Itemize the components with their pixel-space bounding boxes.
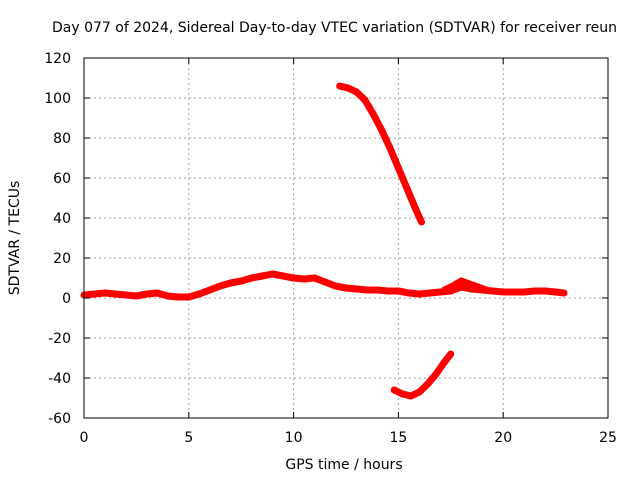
data-point <box>394 287 402 295</box>
series-line-upper-segment <box>338 82 425 224</box>
data-point <box>321 278 329 286</box>
data-point <box>279 272 287 280</box>
data-point <box>432 370 440 378</box>
data-point <box>101 289 109 297</box>
data-point <box>394 164 402 172</box>
data-point <box>185 293 193 301</box>
data-point <box>415 388 423 396</box>
data-point <box>361 96 369 104</box>
data-point <box>122 291 130 299</box>
chart-title: Day 077 of 2024, Sidereal Day-to-day VTE… <box>52 20 617 36</box>
data-point <box>290 274 298 282</box>
data-point <box>248 274 256 282</box>
data-point <box>237 277 245 285</box>
data-point <box>560 289 568 297</box>
data-point <box>426 289 434 297</box>
y-tick-label: 80 <box>53 131 71 147</box>
x-tick-label: 10 <box>285 430 303 446</box>
data-point <box>384 287 392 295</box>
data-point <box>531 287 539 295</box>
data-point <box>403 184 411 192</box>
data-point <box>489 287 497 295</box>
data-point <box>311 274 319 282</box>
data-point <box>342 284 350 292</box>
data-point <box>174 293 182 301</box>
data-point <box>541 287 549 295</box>
data-point <box>363 286 371 294</box>
x-tick-label: 5 <box>184 430 193 446</box>
data-point <box>91 290 98 298</box>
data-point <box>424 380 432 388</box>
y-tick-label: 100 <box>44 91 71 107</box>
data-point <box>386 144 394 152</box>
data-point <box>369 110 377 118</box>
data-point <box>407 392 415 400</box>
data-point <box>143 290 151 298</box>
x-tick-label: 15 <box>389 430 407 446</box>
y-tick-label: -60 <box>48 411 71 427</box>
data-point <box>300 275 308 283</box>
data-point <box>373 286 381 294</box>
data-point <box>195 290 203 298</box>
data-point <box>378 126 386 134</box>
data-point <box>441 358 448 366</box>
data-point <box>216 282 224 290</box>
y-tick-label: 120 <box>44 51 71 67</box>
data-point <box>418 218 425 226</box>
data-point <box>353 285 360 293</box>
data-point <box>269 270 277 278</box>
y-tick-label: 20 <box>53 251 71 267</box>
plot-frame <box>83 57 609 419</box>
data-point <box>164 292 172 300</box>
data-point <box>353 88 360 96</box>
x-axis-label: GPS time / hours <box>285 457 402 473</box>
data-point <box>474 283 482 291</box>
grid-layer <box>84 58 608 418</box>
ticks-layer: -60 -40 -20 0 20 40 60 80 100 120 0 5 10 15 20 25 <box>44 51 617 446</box>
x-tick-label: 20 <box>494 430 512 446</box>
data-point <box>449 282 457 290</box>
y-tick-label: -40 <box>48 371 71 387</box>
data-point <box>227 279 235 287</box>
data-point <box>466 280 474 288</box>
y-axis-label: SDTVAR / TECUs <box>7 181 23 296</box>
data-point <box>499 288 507 296</box>
data-point <box>482 286 490 294</box>
y-tick-label: 0 <box>62 291 71 307</box>
x-tick-label: 0 <box>80 430 89 446</box>
data-point <box>332 282 339 290</box>
data-point <box>415 290 423 298</box>
y-tick-label: 60 <box>53 171 71 187</box>
data-point <box>552 288 560 296</box>
data-point <box>344 84 352 92</box>
data-point <box>111 290 119 298</box>
data-point <box>390 386 398 394</box>
y-tick-label: -20 <box>48 331 71 347</box>
series-layer <box>80 82 568 400</box>
data-point <box>153 289 161 297</box>
x-tick-label: 25 <box>599 430 617 446</box>
data-point <box>441 286 448 294</box>
data-point <box>258 272 266 280</box>
data-point <box>399 390 407 398</box>
data-point <box>336 82 344 90</box>
y-tick-label: 40 <box>53 211 71 227</box>
data-point <box>447 350 455 358</box>
data-point <box>405 289 413 297</box>
data-point <box>510 288 518 296</box>
data-point <box>520 288 528 296</box>
data-point <box>206 286 214 294</box>
data-point <box>132 292 140 300</box>
data-point <box>411 204 419 212</box>
data-point <box>457 277 465 285</box>
